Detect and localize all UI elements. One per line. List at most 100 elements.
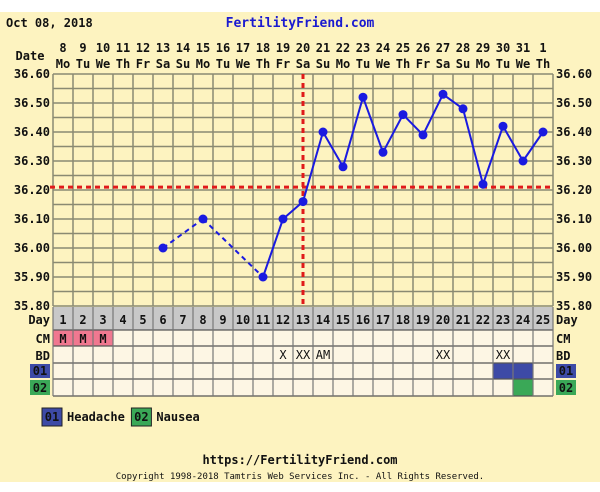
weekday-label: Mo (336, 57, 350, 71)
day-number: 6 (159, 313, 166, 327)
day-number: 3 (99, 313, 106, 327)
date-label: 28 (456, 41, 470, 55)
legend-label: Headache (67, 410, 125, 424)
row-bg (53, 363, 553, 379)
weekday-label: We (516, 57, 530, 71)
y-tick-right: 36.30 (556, 154, 592, 168)
day-number: 13 (296, 313, 310, 327)
temp-point-day-18 (398, 110, 408, 120)
day-number: 17 (376, 313, 390, 327)
temp-segment (342, 96, 364, 168)
temp-point-day-23 (498, 121, 508, 131)
day-number: 20 (436, 313, 450, 327)
row-bg (53, 346, 553, 363)
temp-point-day-16 (358, 92, 368, 102)
y-tick-right: 36.40 (556, 125, 592, 139)
cm-cell-menstrual (73, 330, 93, 346)
y-tick-left: 36.10 (14, 212, 50, 226)
date-label: 17 (236, 41, 250, 55)
weekday-label: Su (176, 57, 190, 71)
symptom-cell (493, 363, 513, 379)
cm-value: M (79, 332, 86, 346)
row-bg (53, 379, 553, 396)
y-tick-left: 35.80 (14, 299, 50, 313)
day-number: 10 (236, 313, 250, 327)
y-tick-right: 36.20 (556, 183, 592, 197)
y-tick-right: 36.50 (556, 96, 592, 110)
weekday-label: Mo (56, 57, 70, 71)
legend-swatch (41, 407, 63, 427)
temp-point-day-13 (298, 197, 308, 207)
temp-segment-dashed (202, 218, 264, 278)
weekday-label: We (376, 57, 390, 71)
date-label: 12 (136, 41, 150, 55)
day-number: 7 (179, 313, 186, 327)
y-tick-left: 36.50 (14, 96, 50, 110)
weekday-label: Th (256, 57, 270, 71)
temp-segment (462, 108, 484, 185)
row-bg (53, 330, 553, 346)
legend-label: Nausea (156, 410, 199, 424)
temp-point-day-15 (338, 162, 348, 172)
symptom-cell (513, 363, 533, 379)
cm-row-label: CM (36, 332, 50, 346)
cm-cell-menstrual (93, 330, 113, 346)
bd-value: AM (316, 348, 330, 362)
date-label: 15 (196, 41, 210, 55)
day-number: 18 (396, 313, 410, 327)
weekday-label: Sa (296, 57, 310, 71)
symptom-code-left-bg (30, 380, 50, 395)
date-label: 27 (436, 41, 450, 55)
temp-point-day-14 (318, 127, 328, 137)
day-number: 21 (456, 313, 470, 327)
bd-row-label-right: BD (556, 349, 570, 363)
symptom-code-left: 01 (33, 364, 47, 378)
weekday-label: Th (116, 57, 130, 71)
date-label: 20 (296, 41, 310, 55)
day-row-label-right: Day (556, 313, 578, 327)
date-label: 22 (336, 41, 350, 55)
date-label: 9 (79, 41, 86, 55)
site-title[interactable]: FertilityFriend.com (226, 16, 375, 31)
date-label: 29 (476, 41, 490, 55)
y-tick-left: 36.40 (14, 125, 50, 139)
weekday-label: Mo (476, 57, 490, 71)
day-number: 15 (336, 313, 350, 327)
date-label: 21 (316, 41, 330, 55)
legend-code: 02 (134, 410, 148, 424)
day-number: 11 (256, 313, 270, 327)
temp-segment (362, 96, 384, 153)
legend-swatch (130, 407, 152, 427)
y-tick-right: 35.80 (556, 299, 592, 313)
bd-value: XX (436, 348, 451, 362)
symptom-code-left: 02 (33, 381, 47, 395)
y-tick-right: 36.60 (556, 67, 592, 81)
day-number: 2 (79, 313, 86, 327)
cm-row-label-right: CM (556, 332, 570, 346)
weekday-label: Tu (76, 57, 90, 71)
bd-value: X (279, 348, 287, 362)
date-label: 24 (376, 41, 390, 55)
y-tick-left: 36.30 (14, 154, 50, 168)
y-axis-ticks: 36.60 36.60 36.50 36.50 36.40 36.40 36.30 36.30… (14, 67, 592, 313)
temp-point-day-21 (458, 104, 468, 114)
temp-point-day-11 (258, 272, 268, 282)
day-row-bg (53, 307, 553, 330)
day-number: 16 (356, 313, 370, 327)
y-tick-right: 36.10 (556, 212, 592, 226)
date-label: 31 (516, 41, 530, 55)
symptom-code-right-bg (556, 380, 576, 395)
day-number: 8 (199, 313, 206, 327)
day-number: 22 (476, 313, 490, 327)
temp-point-day-8 (198, 214, 208, 224)
symptom-cell (513, 379, 533, 396)
temp-segment (262, 218, 284, 278)
temp-point-day-24 (518, 156, 528, 166)
date-label: 11 (116, 41, 130, 55)
footer-url[interactable]: https://FertilityFriend.com (202, 453, 397, 467)
symptom-code-right-bg (556, 364, 576, 378)
weekday-label: Sa (156, 57, 170, 71)
date-label: 30 (496, 41, 510, 55)
y-tick-left: 36.60 (14, 67, 50, 81)
